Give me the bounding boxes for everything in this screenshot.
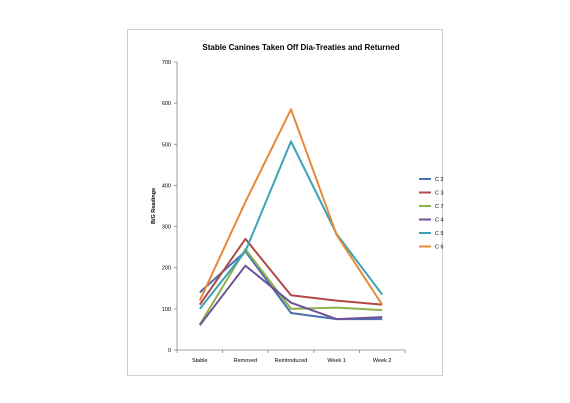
legend-label: C 4 xyxy=(435,218,444,224)
y-tick-label: 300 xyxy=(162,225,171,231)
y-tick-label: 100 xyxy=(162,307,171,313)
line-chart: Stable Canines Taken Off Dia-Treaties an… xyxy=(151,43,444,364)
x-tick-label: Week 1 xyxy=(327,358,346,364)
legend: C 2 C 3 C 7 C 4 C 5 C 6 xyxy=(419,177,444,251)
y-tick-label: 400 xyxy=(162,183,171,189)
y-tick-label: 0 xyxy=(168,348,171,354)
legend-label: C 5 xyxy=(435,231,444,237)
y-tick-label: 200 xyxy=(162,266,171,272)
y-tick-label: 700 xyxy=(162,60,171,66)
x-tick-label: Week 2 xyxy=(373,358,392,364)
legend-label: C 2 xyxy=(435,177,444,183)
y-tick-label: 600 xyxy=(162,101,171,107)
series-line-c5 xyxy=(199,140,383,310)
legend-label: C 3 xyxy=(435,191,444,197)
series-line-c6 xyxy=(198,108,384,306)
x-tick-label: Reintroduced xyxy=(275,358,308,364)
legend-label: C 7 xyxy=(435,204,444,210)
y-axis-label: B/G Readings xyxy=(151,188,157,224)
plot-area: 0 100 200 300 400 500 600 700 Stable Removed Reint… xyxy=(162,60,406,364)
x-tick-label: Removed xyxy=(234,358,258,364)
chart-title: Stable Canines Taken Off Dia-Treaties an… xyxy=(202,43,399,52)
x-tick-label: Stable xyxy=(192,358,208,364)
series-line-c3 xyxy=(198,237,383,306)
chart-frame: Stable Canines Taken Off Dia-Treaties an… xyxy=(127,29,444,376)
legend-label: C 6 xyxy=(435,245,444,251)
series-line-c7 xyxy=(198,248,383,326)
y-tick-label: 500 xyxy=(162,142,171,148)
series-line-c4 xyxy=(199,264,383,326)
